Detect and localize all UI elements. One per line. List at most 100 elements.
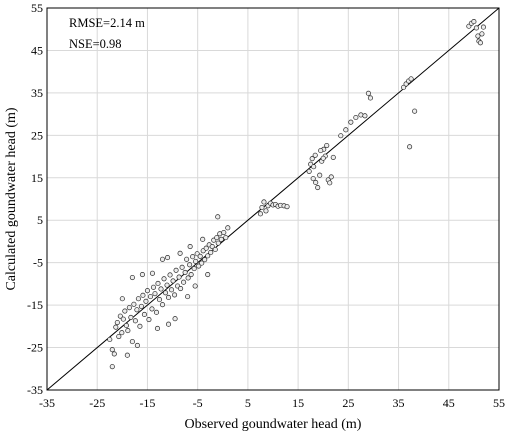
data-point <box>202 257 208 263</box>
data-point <box>320 155 326 161</box>
y-tick-label: 15 <box>31 171 43 185</box>
data-point <box>165 321 172 327</box>
data-point <box>144 288 150 294</box>
data-point <box>177 250 183 256</box>
y-tick-label: 55 <box>31 1 43 15</box>
rmse-annotation: RMSE=2.14 m <box>69 16 145 30</box>
data-point <box>407 144 413 150</box>
data-point <box>113 324 119 330</box>
data-point <box>123 322 129 329</box>
data-point <box>184 256 190 262</box>
data-point <box>330 154 336 160</box>
y-tick-label: -15 <box>27 298 43 312</box>
x-tick-label: 55 <box>493 396 505 410</box>
data-point <box>408 76 414 82</box>
data-point <box>116 333 122 340</box>
data-point <box>318 148 324 154</box>
data-point <box>343 127 349 133</box>
data-point <box>471 19 477 25</box>
data-point <box>162 290 169 296</box>
data-point <box>181 279 187 285</box>
data-point <box>119 330 125 336</box>
x-tick-label: 25 <box>342 396 354 410</box>
x-axis-title: Observed goundwater head (m) <box>185 417 362 432</box>
data-point <box>401 84 407 90</box>
data-point <box>152 291 158 297</box>
data-point <box>212 246 218 253</box>
data-point <box>200 236 206 242</box>
data-point <box>125 328 131 334</box>
data-point <box>122 308 128 314</box>
data-point <box>208 249 214 256</box>
data-point <box>475 33 481 39</box>
data-point <box>362 113 368 119</box>
data-point <box>109 364 115 370</box>
data-point <box>353 114 359 121</box>
data-point <box>129 339 135 345</box>
data-point <box>159 302 166 308</box>
x-tick-label: 5 <box>245 396 251 410</box>
data-points <box>107 19 486 370</box>
data-point <box>188 272 194 278</box>
data-point <box>155 280 161 287</box>
y-tick-label: 5 <box>37 213 43 227</box>
data-point <box>218 236 224 242</box>
y-tick-label: 45 <box>31 43 43 57</box>
data-point <box>146 316 152 323</box>
data-point <box>149 270 156 276</box>
data-point <box>109 347 115 353</box>
data-point <box>193 258 199 264</box>
x-tick-label: -5 <box>193 396 203 410</box>
data-point <box>328 174 334 180</box>
data-point <box>143 298 149 304</box>
data-point <box>128 314 134 320</box>
x-tick-label: -15 <box>139 396 155 410</box>
data-point <box>225 225 231 231</box>
data-point <box>149 306 155 312</box>
data-point <box>111 351 117 357</box>
data-point <box>172 292 178 298</box>
data-point <box>284 204 290 210</box>
data-point <box>158 286 164 292</box>
x-tick-label: 15 <box>292 396 304 410</box>
data-point <box>135 296 141 302</box>
data-point <box>257 211 263 217</box>
data-point <box>131 301 137 307</box>
data-point <box>317 172 323 178</box>
data-point <box>191 266 197 272</box>
data-point <box>161 276 167 282</box>
data-point <box>139 272 145 278</box>
data-point <box>338 133 344 139</box>
data-point <box>259 204 265 211</box>
data-point <box>365 90 371 96</box>
data-point <box>480 24 486 30</box>
y-axis-title: Calculated goundwater head (m) <box>4 107 19 290</box>
data-point <box>173 267 179 273</box>
data-point <box>159 256 166 262</box>
data-point <box>153 309 160 315</box>
data-point <box>156 297 163 303</box>
y-tick-label: -25 <box>27 341 43 355</box>
data-point <box>309 156 315 162</box>
y-tick-label: -35 <box>27 383 43 397</box>
data-point <box>169 287 175 293</box>
data-point <box>306 168 312 174</box>
data-point <box>348 119 354 125</box>
data-point <box>215 214 221 220</box>
data-point <box>137 323 143 329</box>
data-point <box>167 272 173 278</box>
data-point <box>315 184 321 191</box>
data-point <box>187 243 193 250</box>
data-point <box>120 316 126 322</box>
data-point <box>107 336 113 343</box>
y-tick-label: -5 <box>33 256 43 270</box>
data-point <box>358 112 364 118</box>
data-point <box>205 253 211 259</box>
data-point <box>138 303 144 309</box>
one-to-one-reference-line <box>46 7 500 391</box>
data-point <box>164 255 171 261</box>
data-point <box>214 235 220 241</box>
data-point <box>479 31 485 37</box>
data-point <box>197 253 203 259</box>
